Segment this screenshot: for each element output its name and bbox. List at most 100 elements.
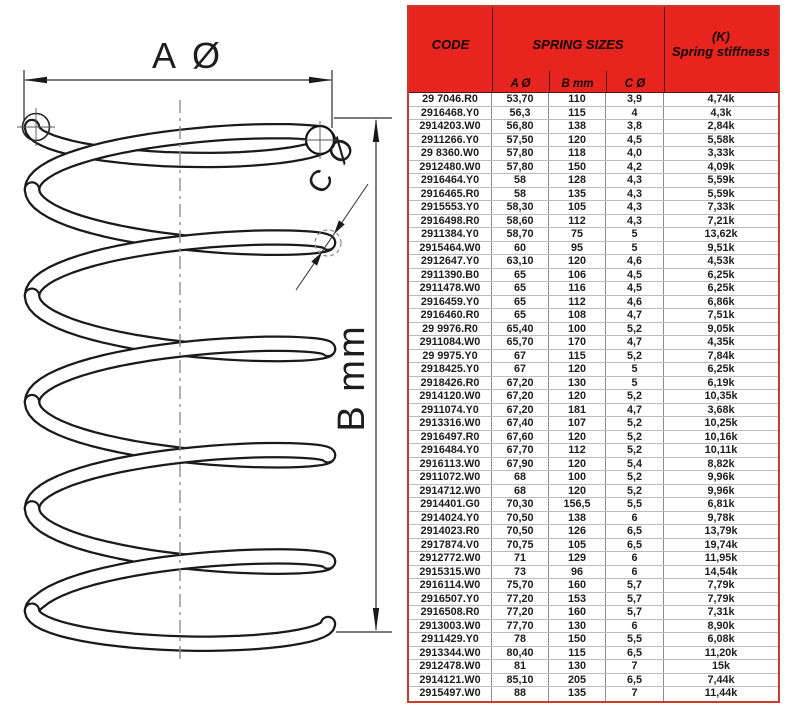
cell-c-diameter: 5,2 [606, 322, 664, 335]
cell-stiffness: 9,96k [707, 484, 735, 497]
cell-b-length: 150 [549, 633, 606, 646]
cell-b-length: 118 [549, 147, 606, 160]
table-row: 2916460.R0 65 108 4,7 7,51k [409, 309, 778, 323]
cell-stiffness: 5,59k [707, 174, 735, 186]
cell-a-diameter: 67,90 [492, 457, 549, 470]
cell-code: 2914121.W0 [409, 673, 492, 686]
cell-stiffness: 9,78k [707, 511, 735, 524]
cell-a-diameter: 67,20 [492, 403, 549, 416]
column-title-code: CODE [431, 37, 470, 52]
subheader-divider-1 [549, 71, 550, 92]
table-row: 2912480.W0 57,80 150 4,2 4,09k [409, 160, 778, 174]
cell-c-diameter: 5 [606, 376, 664, 389]
arrow-a-left [24, 76, 47, 84]
cell-stiffness: 10,11k [704, 444, 738, 456]
table-row: 2915497.W0 88 135 7 11,44k [409, 687, 778, 701]
cell-a-diameter: 70,30 [492, 498, 549, 511]
cell-stiffness: 13,79k [704, 525, 738, 537]
cell-code: 2912647.Y0 [409, 255, 492, 268]
cell-b-length: 95 [549, 241, 606, 254]
cell-b-length: 160 [549, 606, 606, 619]
cell-a-diameter: 88 [492, 687, 549, 701]
cell-c-diameter: 4,7 [606, 336, 664, 349]
table-row: 2916497.R0 67,60 120 5,2 10,16k [409, 430, 778, 444]
subcolumn-a: A Ø [510, 78, 531, 90]
cell-a-diameter: 67,20 [492, 390, 549, 403]
cell-stiffness: 6,25k [707, 268, 735, 281]
cell-code: 2911072.W0 [409, 471, 492, 484]
cell-a-diameter: 70,50 [492, 511, 549, 524]
cell-code: 2912772.W0 [409, 552, 492, 565]
cell-c-diameter: 4,0 [606, 147, 664, 160]
cell-a-diameter: 65 [492, 282, 549, 295]
table-row: 2917874.V0 70,75 105 6,5 19,74k [409, 538, 778, 552]
cell-stiffness: 10,25k [704, 417, 738, 429]
cell-code: 2916464.Y0 [409, 174, 492, 187]
cell-c-diameter: 3,9 [606, 93, 664, 106]
cell-code: 2914120.W0 [409, 390, 492, 403]
cell-c-diameter: 5,5 [606, 498, 664, 511]
table-row: 2916113.W0 67,90 120 5,4 8,82k [409, 457, 778, 471]
cell-b-length: 107 [549, 417, 606, 430]
cell-stiffness: 4,53k [707, 255, 735, 267]
arrow-b-top [372, 119, 380, 142]
cell-code: 2913344.W0 [409, 646, 492, 659]
cell-b-length: 106 [549, 268, 606, 281]
cell-a-diameter: 81 [492, 660, 549, 673]
cell-b-length: 205 [549, 673, 606, 686]
cell-c-diameter: 6 [606, 565, 664, 578]
wire-end-circle-right [301, 121, 339, 159]
cell-a-diameter: 67,40 [492, 417, 549, 430]
cell-stiffness: 7,79k [707, 592, 735, 605]
cell-code: 2917874.V0 [409, 538, 492, 551]
cell-b-length: 160 [549, 579, 606, 592]
cell-a-diameter: 63,10 [492, 255, 549, 268]
cell-stiffness: 8,90k [707, 619, 735, 632]
cell-stiffness: 3,33k [707, 147, 735, 159]
cell-stiffness: 13,62k [704, 228, 738, 240]
cell-c-diameter: 6 [606, 511, 664, 524]
cell-a-diameter: 67 [492, 349, 549, 362]
cell-b-length: 120 [549, 363, 606, 376]
cell-b-length: 156,5 [549, 498, 606, 511]
cell-code: 29 8360.W0 [409, 147, 492, 160]
cell-code: 2914401.G0 [409, 498, 492, 511]
cell-a-diameter: 65 [492, 309, 549, 322]
cell-code: 2918425.Y0 [409, 363, 492, 376]
cell-b-length: 115 [549, 349, 606, 362]
table-row: 29 9975.Y0 67 115 5,2 7,84k [409, 349, 778, 363]
cell-a-diameter: 67,70 [492, 444, 549, 457]
cell-b-length: 135 [549, 187, 606, 200]
arrow-a-right [309, 76, 332, 84]
cell-stiffness: 4,3k [710, 106, 732, 119]
cell-a-diameter: 60 [492, 241, 549, 254]
cell-b-length: 112 [549, 444, 606, 457]
cell-b-length: 128 [549, 174, 606, 187]
cell-code: 2913003.W0 [409, 619, 492, 632]
cell-stiffness: 10,16k [704, 430, 738, 443]
cell-c-diameter: 5,2 [606, 471, 664, 484]
cell-c-diameter: 5,2 [606, 417, 664, 430]
table-row: 2913344.W0 80,40 115 6,5 11,20k [409, 646, 778, 660]
table-row: 2916464.Y0 58 128 4,3 5,59k [409, 174, 778, 188]
cell-c-diameter: 5,2 [606, 349, 664, 362]
cell-b-length: 115 [549, 106, 606, 119]
table-row: 2913003.W0 77,70 130 6 8,90k [409, 619, 778, 633]
cell-c-diameter: 4,5 [606, 268, 664, 281]
table-row: 2911390.B0 65 106 4,5 6,25k [409, 268, 778, 282]
cell-c-diameter: 5,2 [606, 484, 664, 497]
cell-b-length: 130 [549, 619, 606, 632]
cell-code: 2911084.W0 [409, 336, 492, 349]
cell-code: 2916114.W0 [409, 579, 492, 592]
cell-code: 2911074.Y0 [409, 403, 492, 416]
table-row: 2914024.Y0 70,50 138 6 9,78k [409, 511, 778, 525]
cell-code: 2916465.R0 [409, 187, 492, 200]
spring-diagram: A Ø B mm C Ø [17, 35, 392, 662]
table-row: 2914712.W0 68 120 5,2 9,96k [409, 484, 778, 498]
cell-stiffness: 10,35k [704, 390, 738, 402]
table-row: 2915315.W0 73 96 6 14,54k [409, 565, 778, 579]
table-row: 2911384.Y0 58,70 75 5 13,62k [409, 228, 778, 242]
cell-code: 2914024.Y0 [409, 511, 492, 524]
table-row: 2912772.W0 71 129 6 11,95k [409, 552, 778, 566]
column-title-spring-sizes: SPRING SIZES [532, 37, 624, 52]
